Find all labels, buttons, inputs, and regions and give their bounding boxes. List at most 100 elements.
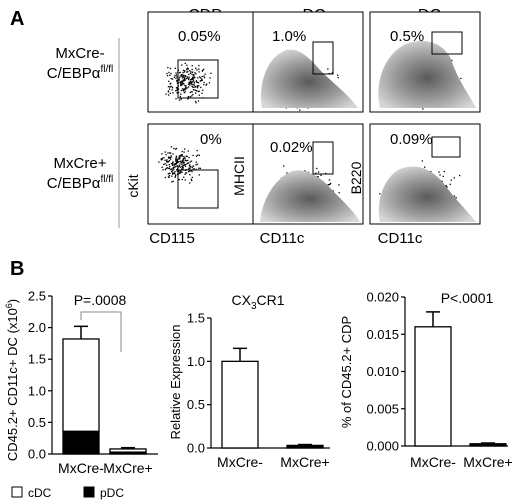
gate-percentage: 0%: [200, 131, 222, 148]
scatter-dot: [165, 167, 167, 170]
y-tick-label: 2.5: [28, 289, 46, 304]
scatter-dot: [174, 67, 176, 69]
scatter-dot: [338, 184, 340, 186]
scatter-dot: [164, 176, 166, 179]
scatter-dot: [195, 80, 198, 82]
scatter-dot: [171, 87, 174, 89]
scatter-dot: [168, 88, 171, 90]
scatter-dot: [185, 85, 187, 87]
scatter-dot: [184, 148, 186, 150]
y-tick-label: 0.015: [366, 327, 399, 342]
scatter-dot: [183, 151, 185, 153]
scatter-dot: [184, 79, 186, 81]
scatter-dot: [191, 95, 193, 97]
y-axis-label: % of CD45.2+ CDP: [339, 316, 354, 428]
scatter-dot: [176, 89, 178, 91]
scatter-dot: [190, 178, 192, 180]
scatter-dot: [167, 91, 169, 93]
scatter-dot: [191, 83, 193, 85]
scatter-dot: [451, 59, 453, 62]
scatter-dot: [192, 86, 194, 88]
scatter-dot: [189, 167, 191, 169]
p-value-annotation: P=.0008: [74, 292, 127, 308]
scatter-dot: [164, 151, 166, 153]
scatter-dot: [172, 161, 174, 163]
scatter-dot: [184, 158, 186, 160]
gate: [312, 41, 334, 75]
scatter-dot: [178, 156, 180, 158]
scatter-dot: [201, 79, 203, 81]
scatter-dot: [184, 85, 186, 87]
y-label-mhcii: MHCII: [231, 156, 247, 196]
scatter-dot: [184, 70, 186, 72]
gate-percentage: 1.0%: [272, 28, 306, 45]
row-allele: C/EBPαfl/fl: [47, 174, 113, 192]
scatter-dot: [171, 78, 174, 80]
scatter-dot: [167, 173, 169, 175]
y-tick-label: 0.0: [28, 447, 46, 462]
scatter-dot: [179, 165, 181, 167]
scatter-dot: [179, 166, 182, 168]
scatter-dot: [175, 155, 178, 157]
scatter-dot: [197, 154, 199, 156]
scatter-dot: [168, 164, 170, 166]
scatter-dot: [186, 163, 188, 165]
scatter-dot: [455, 197, 457, 199]
scatter-dot: [199, 167, 201, 169]
scatter-dot: [165, 93, 167, 95]
scatter-dot: [172, 92, 174, 94]
scatter-dot: [174, 175, 177, 177]
scatter-dot: [187, 159, 189, 162]
scatter-dot: [202, 69, 204, 71]
scatter-dot: [173, 172, 175, 174]
scatter-dot: [189, 164, 191, 166]
scatter-dot: [191, 68, 193, 71]
scatter-dot: [173, 168, 175, 170]
scatter-dot: [181, 74, 184, 76]
scatter-dot: [168, 80, 170, 82]
y-ticks: 0.0 0.5 1.0 1.5 2.0 2.5: [28, 289, 52, 462]
scatter-dot: [180, 75, 182, 77]
scatter-dot: [183, 164, 186, 166]
bar: [286, 444, 324, 449]
scatter-dot: [194, 85, 196, 88]
scatter-dot: [175, 165, 177, 168]
scatter-dot: [167, 167, 169, 169]
scatter-dot: [193, 168, 195, 170]
scatter-dot: [184, 88, 186, 90]
scatter-dot: [170, 146, 173, 148]
flow-plot-pdc-mxcre-plus: 0.09%: [369, 123, 481, 225]
scatter-dot: [209, 77, 211, 79]
scatter-dot: [191, 176, 193, 179]
scatter-dot: [181, 153, 183, 156]
scatter-dot: [187, 98, 189, 100]
scatter-dot: [193, 84, 195, 86]
chart-dc-count: 0.0 0.5 1.0 1.5 2.0 2.5 CD45.2+ CD11c+ DC (x1…: [4, 289, 158, 476]
scatter-dot: [192, 79, 195, 81]
scatter-dot: [185, 172, 187, 174]
scatter-dot: [181, 160, 183, 162]
scatter-dot: [201, 70, 204, 72]
scatter-dot: [170, 155, 172, 157]
scatter-dot: [176, 162, 179, 164]
scatter-dot: [195, 161, 197, 163]
scatter-dot: [168, 175, 171, 177]
gate-percentage: 0.05%: [178, 28, 221, 45]
scatter-dot: [459, 174, 461, 177]
scatter-dot: [183, 176, 185, 178]
scatter-dot: [195, 73, 197, 75]
scatter-dot: [184, 157, 186, 159]
scatter-dot: [180, 160, 182, 162]
gate-percentage: 0.02%: [270, 139, 313, 156]
scatter-dot: [180, 161, 182, 164]
scatter-dot: [198, 174, 200, 176]
scatter-dot: [161, 157, 164, 159]
scatter-dot: [181, 150, 183, 153]
scatter-dot: [170, 163, 173, 165]
scatter-dot: [191, 71, 194, 73]
scatter-dot: [317, 176, 319, 178]
y-ticks: 0.000 0.005 0.010 0.015 0.020: [366, 290, 405, 454]
row-label-mxcre-plus: MxCre+ C/EBPαfl/fl: [47, 155, 113, 192]
legend-swatch-pdc: [83, 486, 95, 498]
scatter-dot: [199, 80, 202, 82]
